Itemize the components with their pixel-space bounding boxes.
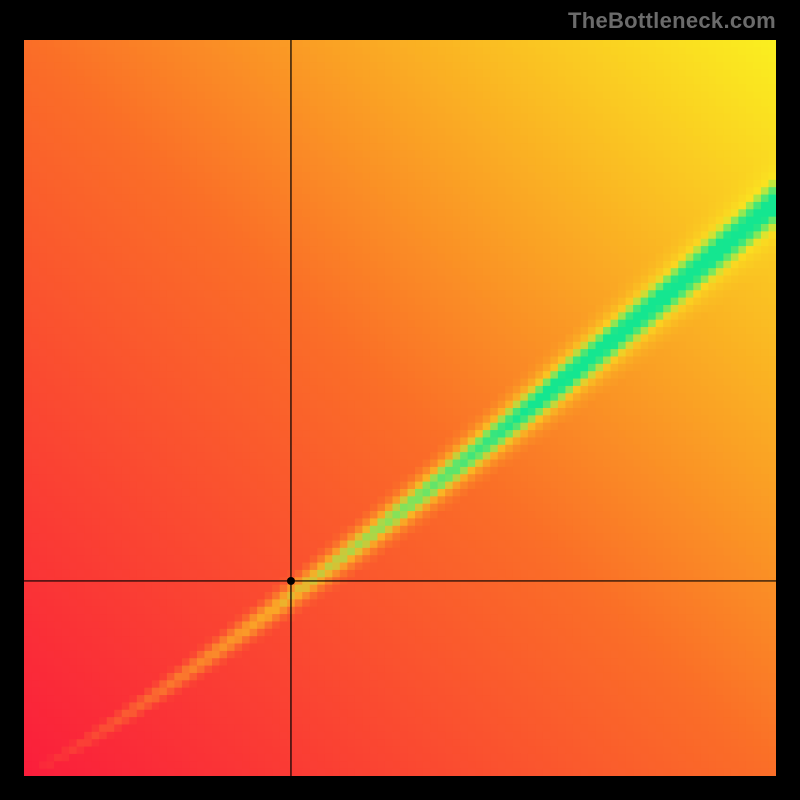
heatmap-plot: [24, 40, 776, 776]
chart-root: TheBottleneck.com: [0, 0, 800, 800]
crosshair-marker: [287, 577, 295, 585]
watermark-label: TheBottleneck.com: [568, 8, 776, 34]
heatmap-svg: [24, 40, 776, 776]
